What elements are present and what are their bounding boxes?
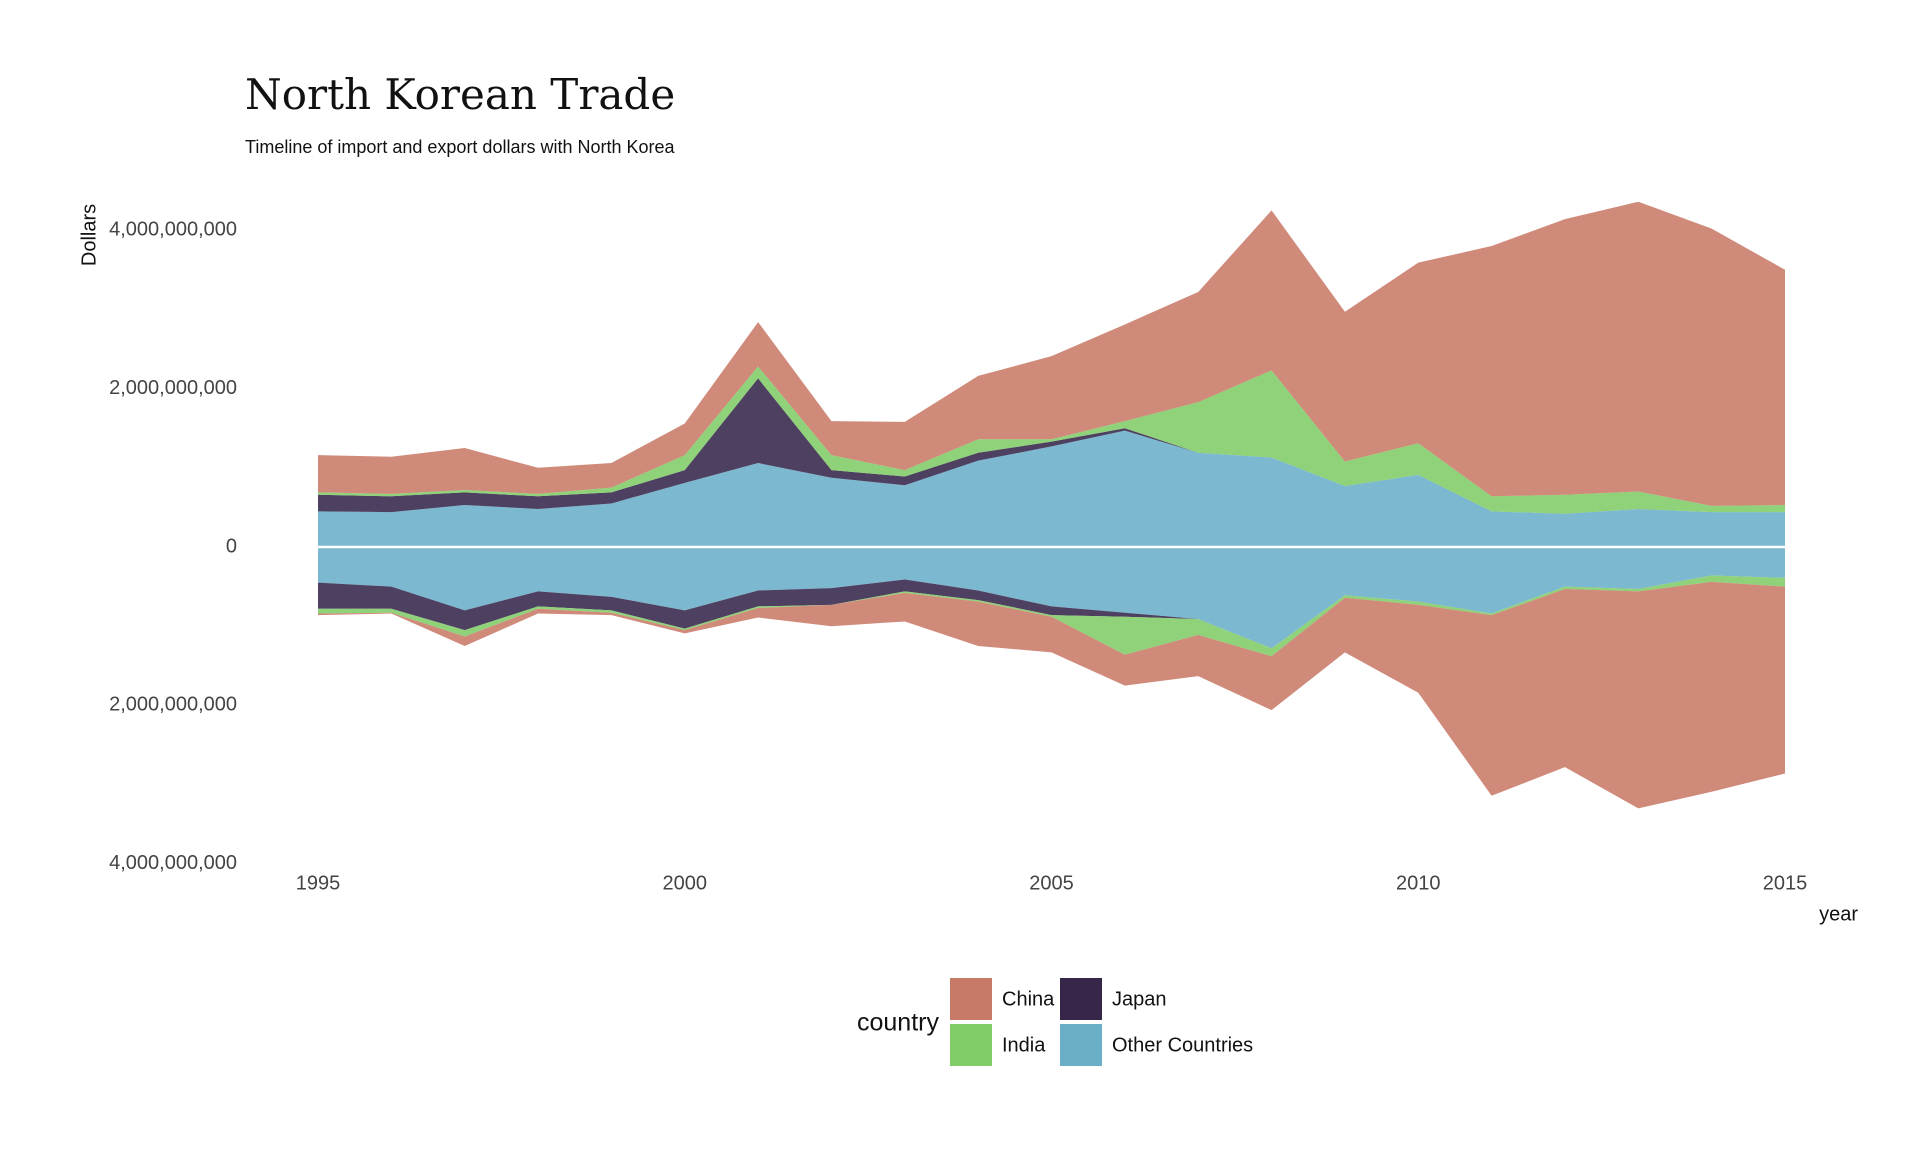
legend-label: India [1002,1034,1046,1056]
stream-area [318,378,1785,514]
stream-area [318,575,1785,649]
stream-area [318,581,1785,809]
legend-swatch [950,1024,992,1066]
y-tick-label: 4,000,000,000 [109,218,237,240]
y-tick-label: 4,000,000,000 [109,852,237,874]
x-tick-label: 1995 [296,872,341,894]
x-tick-label: 2000 [663,872,708,894]
stream-area [318,366,1785,514]
legend-swatch [1060,978,1102,1020]
legend-label: Other Countries [1112,1034,1253,1056]
legend-label: Japan [1112,988,1167,1010]
x-tick-label: 2010 [1396,872,1441,894]
stream-area [318,430,1785,547]
y-tick-label: 0 [226,535,237,557]
y-tick-label: 2,000,000,000 [109,694,237,716]
legend-swatch [950,978,992,1020]
legend-swatch [1060,1024,1102,1066]
y-axis-label: Dollars [78,204,100,266]
x-axis-label: year [1819,903,1858,925]
chart-subtitle: Timeline of import and export dollars wi… [245,137,676,157]
y-tick-label: 2,000,000,000 [109,377,237,399]
legend-label: China [1002,988,1055,1010]
x-tick-label: 2015 [1763,872,1808,894]
stream-area [318,547,1785,649]
stream-area [318,201,1785,506]
chart-title: North Korean Trade [245,70,675,119]
x-tick-label: 2005 [1029,872,1074,894]
legend-title: country [857,1009,939,1037]
stream-area [318,575,1785,657]
